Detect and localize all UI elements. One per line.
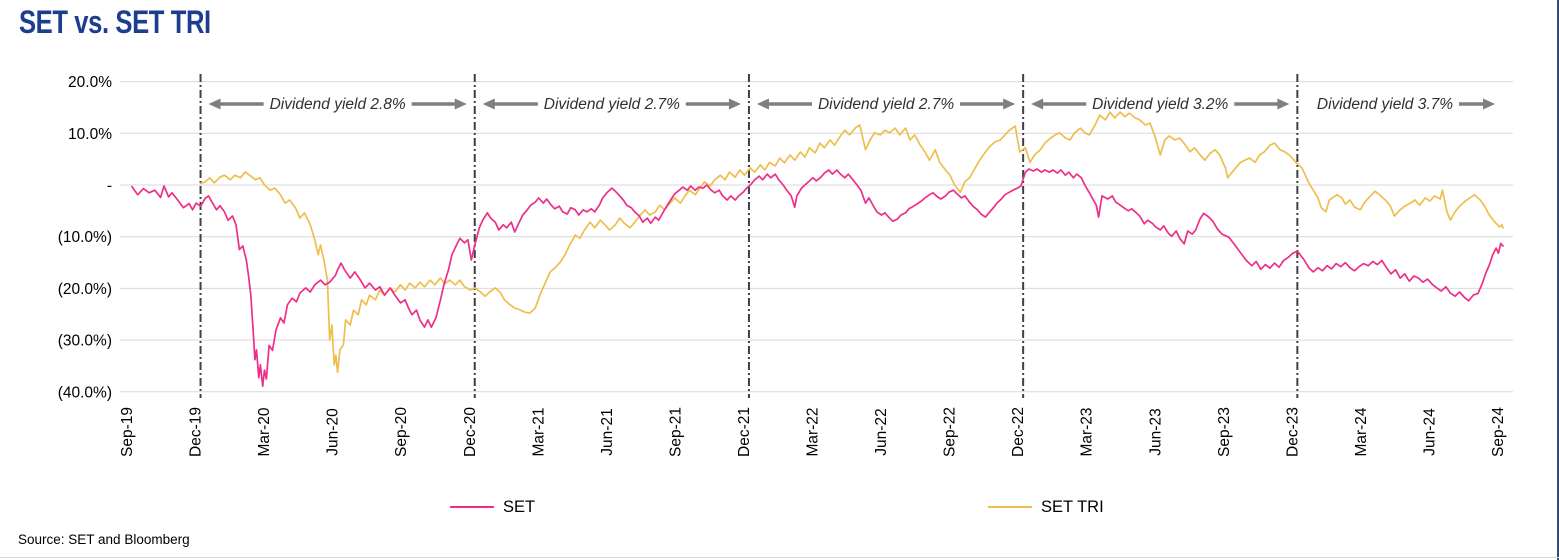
left-arrow-head-icon bbox=[756, 98, 769, 110]
legend-label-set: SET bbox=[503, 497, 536, 516]
set-series-line bbox=[131, 168, 1504, 387]
y-tick-label: (20.0%) bbox=[58, 281, 112, 298]
x-tick-label: Sep-22 bbox=[942, 407, 959, 457]
x-tick-label: Jun-22 bbox=[873, 408, 890, 455]
x-tick-label: Jun-24 bbox=[1421, 408, 1438, 456]
dividend-yield-annotation: Dividend yield 3.2% bbox=[1092, 96, 1228, 113]
left-arrow-head-icon bbox=[482, 98, 495, 110]
legend-item-set-tri: SET TRI bbox=[988, 496, 1104, 518]
x-tick-label: Sep-24 bbox=[1490, 407, 1507, 457]
y-tick-label: (30.0%) bbox=[58, 333, 112, 350]
x-tick-label: Dec-23 bbox=[1284, 407, 1301, 457]
right-arrow-head-icon bbox=[728, 98, 741, 110]
y-tick-label: - bbox=[107, 178, 112, 195]
x-tick-label: Dec-20 bbox=[462, 407, 479, 457]
x-tick-label: Jun-21 bbox=[599, 408, 616, 455]
dividend-yield-annotation: Dividend yield 3.7% bbox=[1317, 96, 1453, 113]
right-arrow-head-icon bbox=[1277, 98, 1290, 110]
chart-plot-area: 20.0% 10.0% - (10.0%) (20.0%) (30.0%) (40.0%) S… bbox=[58, 74, 1513, 457]
set-tri-series-line bbox=[199, 111, 1504, 374]
set-line-swatch bbox=[450, 506, 494, 508]
x-tick-label: Sep-23 bbox=[1216, 407, 1233, 457]
x-tick-label: Dec-19 bbox=[188, 407, 205, 457]
set-tri-line-swatch bbox=[988, 506, 1032, 508]
legend-item-set: SET bbox=[450, 496, 535, 518]
source-note: Source: SET and Bloomberg bbox=[18, 532, 190, 547]
x-tick-label: Jun-20 bbox=[325, 408, 342, 456]
x-tick-label: Dec-22 bbox=[1010, 407, 1027, 457]
right-arrow-head-icon bbox=[1003, 98, 1016, 110]
y-tick-label: 20.0% bbox=[68, 74, 112, 91]
right-arrow-head-icon bbox=[1483, 98, 1495, 110]
x-tick-label: Mar-24 bbox=[1353, 407, 1370, 456]
dividend-yield-annotation: Dividend yield 2.8% bbox=[270, 96, 406, 113]
x-tick-label: Sep-20 bbox=[393, 407, 410, 457]
y-tick-label: (10.0%) bbox=[58, 229, 112, 246]
x-tick-label: Mar-23 bbox=[1079, 407, 1096, 456]
y-tick-label: 10.0% bbox=[68, 126, 112, 143]
x-tick-label: Sep-19 bbox=[119, 407, 136, 457]
bottom-divider bbox=[0, 557, 1559, 558]
right-arrow-head-icon bbox=[454, 98, 467, 110]
page-title: SET vs. SET TRI bbox=[19, 4, 211, 40]
x-tick-label: Dec-21 bbox=[736, 407, 753, 457]
x-tick-label: Mar-22 bbox=[805, 407, 822, 456]
x-tick-label: Mar-21 bbox=[530, 407, 547, 456]
x-tick-label: Sep-21 bbox=[667, 407, 684, 457]
legend-label-set-tri: SET TRI bbox=[1041, 497, 1104, 516]
left-arrow-head-icon bbox=[1031, 98, 1044, 110]
right-edge-divider bbox=[1557, 0, 1559, 560]
left-arrow-head-icon bbox=[208, 98, 221, 110]
y-tick-label: (40.0%) bbox=[58, 384, 112, 401]
dividend-yield-annotation: Dividend yield 2.7% bbox=[544, 96, 680, 113]
x-tick-label: Jun-23 bbox=[1147, 408, 1164, 455]
dividend-yield-annotation: Dividend yield 2.7% bbox=[818, 96, 954, 113]
chart-legend: SET SET TRI bbox=[0, 496, 1520, 522]
x-tick-label: Mar-20 bbox=[256, 407, 273, 456]
